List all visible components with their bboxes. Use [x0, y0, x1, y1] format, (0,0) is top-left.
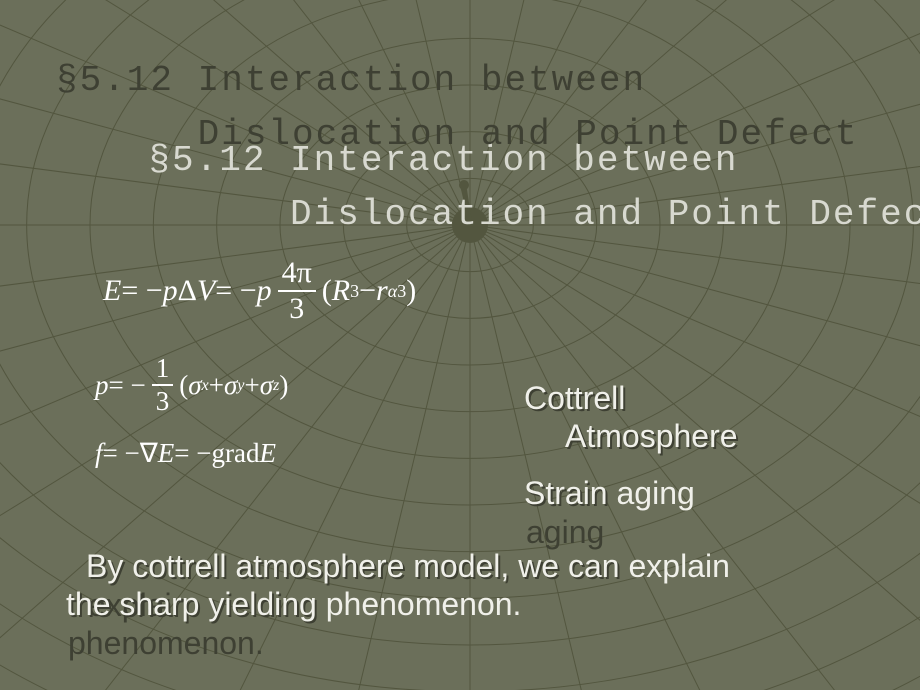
label-cottrell: Cottrell Cottrell	[524, 380, 625, 417]
equation-energy: E = − p Δ V = − p 4π 3 ( R3 − rα3 )	[103, 258, 416, 324]
equation-pressure: p = − 1 3 ( σx + σy + σz )	[95, 355, 288, 415]
body-paragraph-line1: By cottrell atmosphere model, we can exp…	[86, 548, 730, 585]
equation-force: f = −∇ E = − grad E	[95, 440, 276, 467]
body-paragraph-line2: the sharp yielding phenomenon. the sharp…	[66, 586, 521, 623]
label-atmosphere: Atmosphere Atmosphere	[565, 418, 738, 455]
slide-content: §5.12 Interaction between §5.12 Interact…	[0, 0, 920, 690]
slide-title-line2: Dislocation and Point Defect Dislocation…	[54, 112, 920, 276]
label-strain-aging: Strain aging Strain aging	[524, 475, 695, 512]
